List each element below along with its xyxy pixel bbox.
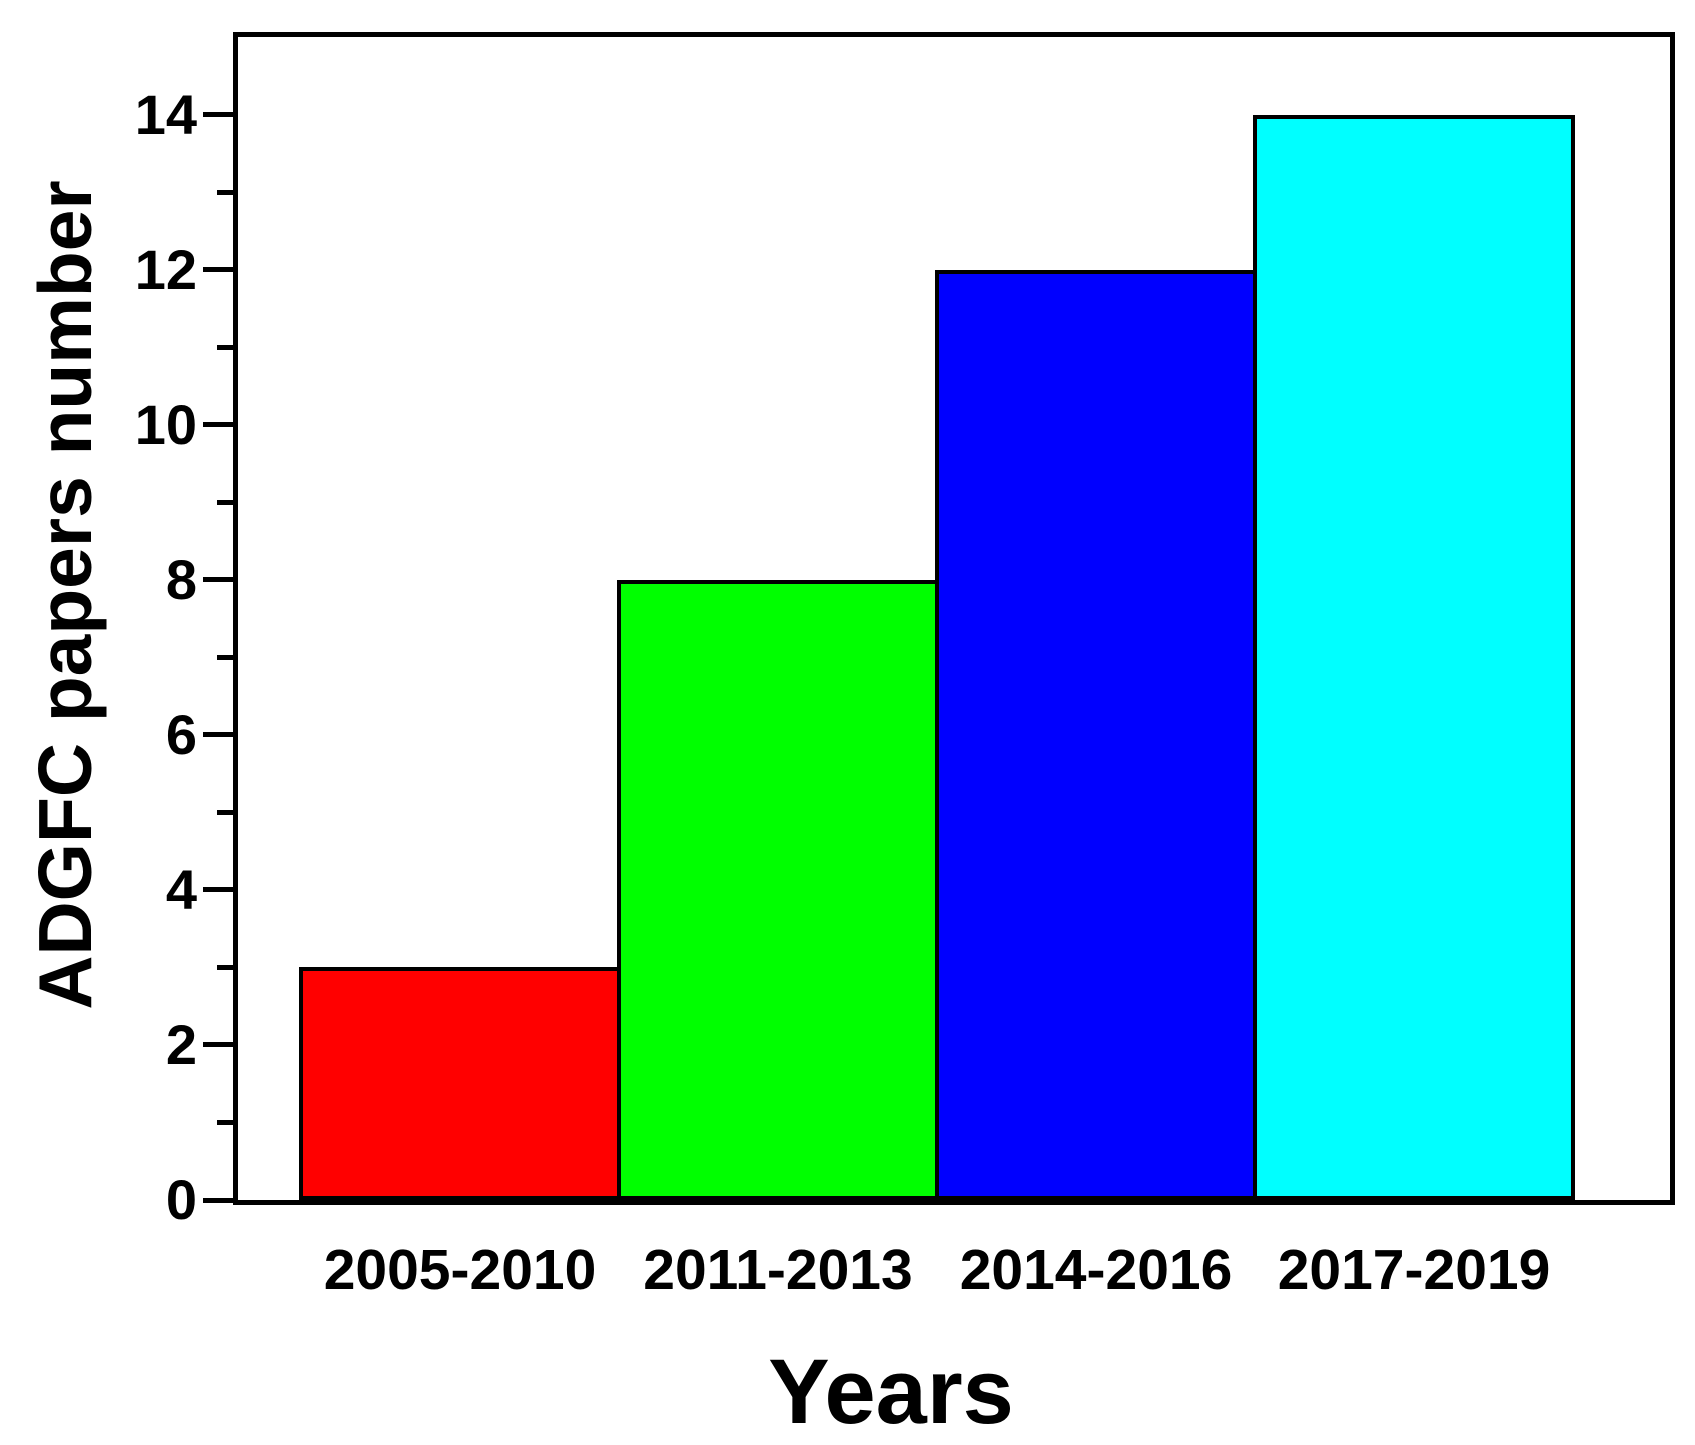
y-tick-label: 6 <box>165 703 197 766</box>
bar-2011-2013 <box>617 580 939 1200</box>
y-tick-label: 12 <box>134 238 197 301</box>
y-minor-tick <box>217 655 233 660</box>
y-major-tick <box>203 887 233 892</box>
bar-2017-2019 <box>1253 115 1575 1200</box>
y-minor-tick <box>217 810 233 815</box>
y-minor-tick <box>217 1120 233 1125</box>
x-tick-label: 2014-2016 <box>959 1238 1233 1302</box>
y-tick-label: 4 <box>165 858 197 921</box>
y-minor-tick <box>217 345 233 350</box>
x-tick-label: 2017-2019 <box>1277 1238 1551 1302</box>
y-minor-tick <box>217 965 233 970</box>
y-major-tick <box>203 1198 233 1203</box>
x-tick-label: 2005-2010 <box>323 1238 597 1302</box>
y-major-tick <box>203 732 233 737</box>
y-tick-label: 14 <box>134 83 197 146</box>
y-minor-tick <box>217 190 233 195</box>
y-major-tick <box>203 422 233 427</box>
y-tick-label: 0 <box>165 1168 197 1231</box>
y-major-tick <box>203 267 233 272</box>
y-minor-tick <box>217 500 233 505</box>
y-tick-label: 2 <box>165 1013 197 1076</box>
x-tick-label: 2011-2013 <box>643 1238 913 1302</box>
bar-2005-2010 <box>299 967 621 1200</box>
y-major-tick <box>203 577 233 582</box>
y-tick-label: 8 <box>165 548 197 611</box>
y-major-tick <box>203 1042 233 1047</box>
bar-2014-2016 <box>935 270 1257 1200</box>
y-tick-label: 10 <box>134 393 197 456</box>
x-axis-title: Years <box>768 1341 1014 1443</box>
y-major-tick <box>203 112 233 117</box>
plot-area <box>233 32 1675 1205</box>
